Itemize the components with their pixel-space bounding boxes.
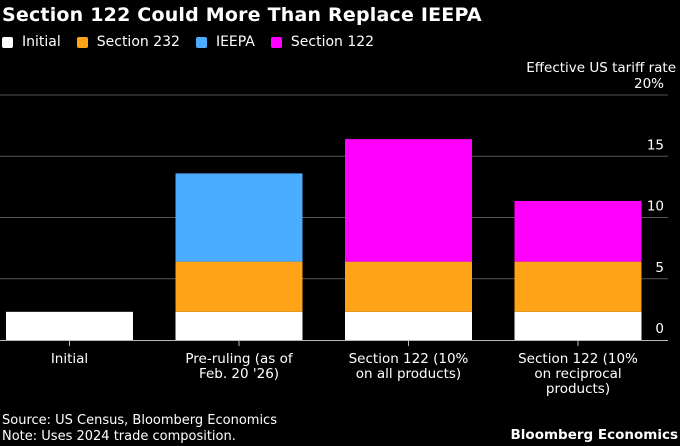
y-tick-label: 15: [647, 137, 664, 153]
x-tick-label-line: on all products): [355, 366, 462, 382]
legend-item-initial: Initial: [2, 34, 61, 50]
bar-segment-initial: [6, 311, 133, 340]
legend-swatch-section-232: [76, 36, 88, 48]
note-text: Note: Uses 2024 trade composition.: [2, 429, 236, 444]
bar-segment-initial: [514, 311, 642, 340]
x-tick-label-line: products): [545, 381, 611, 397]
x-tick-label-line: Feb. 20 '26): [198, 366, 280, 382]
y-tick-label: 0: [655, 321, 664, 337]
y-tick-label: 10: [647, 199, 664, 215]
bar-segment-section-232: [514, 261, 642, 312]
bar-segment-section-122: [345, 139, 472, 262]
brand-logo-text: Bloomberg Economics: [510, 427, 679, 443]
legend-item-ieepa: IEEPA: [195, 34, 255, 50]
chart-title: Section 122 Could More Than Replace IEEP…: [2, 4, 482, 26]
bar-segment-section-232: [345, 261, 472, 312]
source-text: Source: US Census, Bloomberg Economics: [2, 413, 277, 428]
y-axis-label: Effective US tariff rate: [526, 60, 676, 76]
legend-swatch-initial: [2, 36, 13, 48]
bar-segment-ieepa: [175, 173, 303, 262]
x-tick-label-line: Pre-ruling (as of: [185, 351, 293, 367]
legend-swatch-ieepa: [195, 36, 207, 48]
x-tick-label: Section 122 (10% on all products): [334, 352, 484, 382]
legend: Initial Section 232 IEEPA Section 122: [2, 34, 374, 50]
x-tick-label: Section 122 (10% on reciprocal products): [503, 352, 653, 397]
legend-label-initial: Initial: [22, 34, 61, 50]
bar-segment-initial: [175, 311, 303, 340]
x-tick-label-line: on reciprocal: [534, 366, 622, 382]
bar-segment-section-122: [514, 200, 642, 262]
legend-label-section-122: Section 122: [290, 34, 375, 50]
legend-item-section-232: Section 232: [76, 34, 180, 50]
y-tick-label: 5: [655, 260, 664, 276]
legend-swatch-section-122: [270, 36, 282, 48]
x-tick-label-line: Section 122 (10%: [518, 351, 638, 367]
bar-segment-section-232: [175, 261, 303, 312]
y-tick-label: 20%: [634, 76, 664, 92]
bar-segment-initial: [345, 311, 472, 340]
x-tick-label: Pre-ruling (as of Feb. 20 '26): [164, 352, 314, 382]
footer-notes: Source: US Census, Bloomberg Economics N…: [2, 413, 277, 445]
legend-item-section-122: Section 122: [270, 34, 375, 50]
x-tick-label-line: Section 122 (10%: [348, 351, 469, 367]
x-tick-label-line: Initial: [50, 351, 89, 367]
legend-label-section-232: Section 232: [96, 34, 180, 50]
x-tick-label: Initial: [0, 352, 145, 367]
legend-label-ieepa: IEEPA: [215, 34, 255, 50]
